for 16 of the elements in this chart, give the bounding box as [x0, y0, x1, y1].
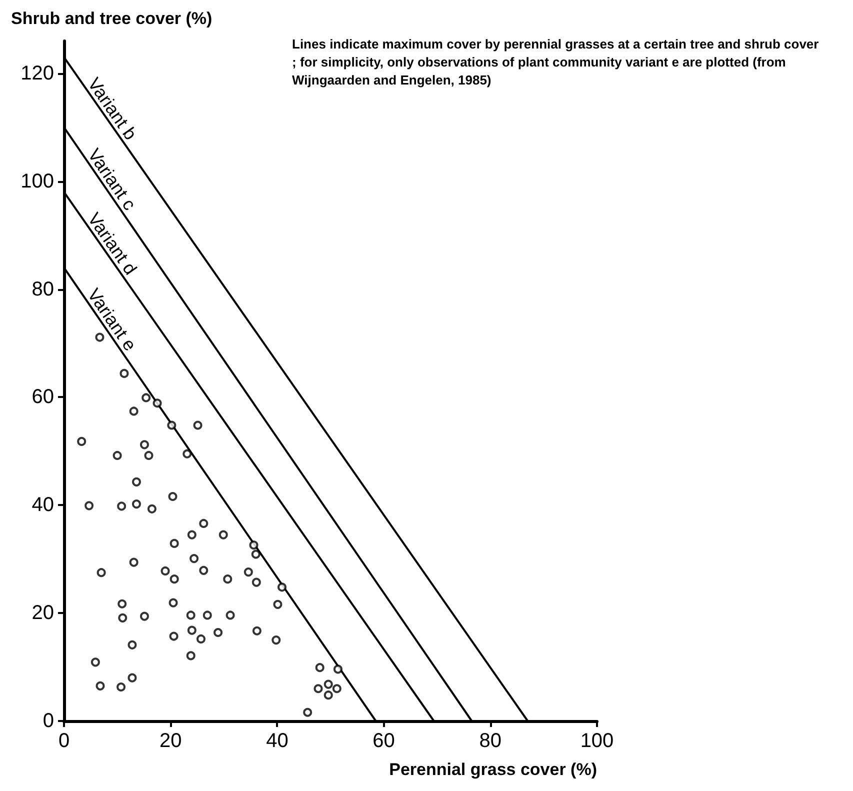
y-tick-label: 40 [32, 494, 54, 516]
annotation: Lines indicate maximum cover by perennial grasses at a certain tree and shrub cover; for simplicity, only observations of plant community variant e are plotted (from Wijngaarden and Engelen, 1985) [292, 36, 819, 88]
x-tick-label: 60 [372, 730, 395, 752]
y-tick-label: 120 [20, 62, 54, 84]
x-tick-label: 0 [58, 730, 70, 752]
y-tick-label: 0 [42, 710, 54, 732]
y-tick-label: 60 [32, 386, 54, 408]
y-tick-label: 80 [32, 278, 54, 300]
x-tick-label: 100 [580, 730, 614, 752]
x-tick-label: 20 [159, 730, 182, 752]
x-tick-label: 40 [266, 730, 288, 752]
x-tick-label: 80 [479, 730, 502, 752]
y-axis-title: Shrub and tree cover (%) [11, 9, 212, 28]
x-axis-title: Perennial grass cover (%) [389, 760, 597, 779]
y-tick-label: 20 [32, 602, 54, 624]
y-tick-label: 100 [20, 170, 54, 192]
